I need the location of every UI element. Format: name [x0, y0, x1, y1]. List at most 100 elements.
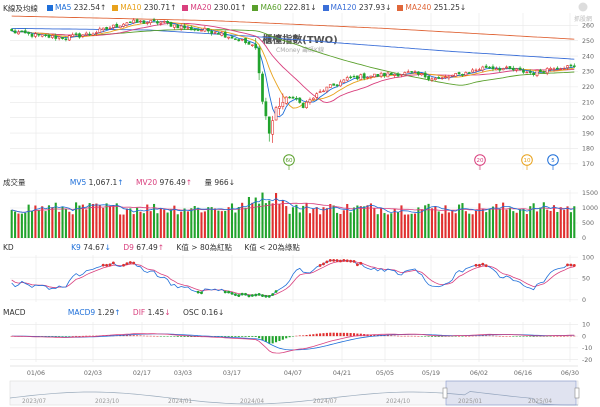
navigator-handle-left[interactable] — [442, 387, 448, 399]
volume-bar — [325, 208, 328, 238]
ma-legend-ma5[interactable]: MA5 232.54↑ — [47, 3, 106, 12]
volume-bar — [44, 211, 47, 238]
osc-bar — [291, 336, 295, 337]
volume-bar — [261, 192, 264, 238]
ma-legend-ma240[interactable]: MA240 251.25↓ — [397, 3, 466, 12]
kd-high-dot — [318, 264, 322, 267]
candle-body — [437, 77, 441, 79]
x-tick-label: 06/16 — [514, 370, 532, 377]
osc-bar — [532, 336, 535, 337]
price-tick-label: 240 — [582, 53, 594, 60]
volume-bar — [390, 213, 393, 238]
kd-low-dot — [247, 294, 251, 298]
volume-bar — [336, 212, 339, 238]
candle-body — [278, 106, 281, 109]
candle-body — [193, 28, 197, 31]
volume-bar — [14, 211, 17, 238]
ma-legend-ma10[interactable]: MA10 230.71↑ — [112, 3, 176, 12]
osc-bar — [420, 336, 423, 337]
osc-bar — [230, 336, 234, 337]
ma-legend-ma20[interactable]: MA20 230.01↑ — [182, 3, 246, 12]
candle-body — [101, 27, 105, 31]
ma-legend-ma60[interactable]: MA60 222.81↓ — [252, 3, 317, 12]
logo-icon — [578, 2, 588, 12]
candle-body — [542, 71, 546, 73]
candle-body — [406, 71, 410, 73]
osc-bar — [512, 336, 515, 337]
kd-low-dot — [254, 293, 258, 297]
checkbox-icon[interactable] — [112, 5, 119, 11]
navigator-label: 2025/04 — [528, 399, 552, 405]
volume-bar — [352, 207, 356, 238]
osc-bar — [251, 336, 254, 337]
osc-bar — [129, 335, 132, 337]
x-tick-label: 06/30 — [561, 370, 579, 377]
checkbox-icon[interactable] — [252, 5, 259, 11]
candle-body — [61, 37, 64, 39]
candle-body — [420, 73, 424, 76]
checkbox-icon[interactable] — [182, 5, 189, 11]
osc-bar — [393, 335, 396, 337]
osc-bar — [464, 335, 467, 337]
checkbox-icon[interactable] — [322, 5, 329, 11]
candle-body — [528, 71, 532, 73]
navigator-handle-right[interactable] — [574, 387, 580, 399]
kd-low-dot — [196, 290, 200, 294]
volume-bar — [54, 202, 57, 238]
ma-legend-ma120[interactable]: MA120 237.93↓ — [322, 3, 391, 12]
candle-body — [301, 103, 305, 108]
osc-bar — [488, 335, 491, 337]
osc-bar — [474, 335, 478, 337]
osc-bar — [241, 336, 244, 337]
candle-body — [261, 73, 264, 102]
osc-bar — [224, 336, 227, 337]
volume-bar — [132, 214, 135, 238]
vol-legend: 量 966↓ — [204, 178, 235, 187]
osc-bar — [339, 332, 342, 337]
osc-bar — [519, 336, 522, 337]
marker-label: 20 — [477, 158, 484, 164]
osc-bar — [336, 332, 339, 337]
candle-body — [254, 43, 258, 49]
kd-high-dot — [132, 261, 136, 265]
osc-bar — [491, 335, 495, 337]
ma240-line — [11, 15, 575, 40]
candle-body — [569, 64, 573, 67]
candle-body — [71, 34, 75, 37]
kd-high-dot — [478, 263, 481, 267]
kd-high-dot — [122, 263, 125, 267]
candle-body — [118, 25, 122, 29]
osc-bar — [173, 336, 176, 337]
osc-bar — [525, 336, 528, 337]
osc-bar — [302, 335, 305, 337]
candle-body — [572, 65, 576, 67]
logo-text: 抓股網 — [573, 16, 592, 23]
navigator-label: 2024/07 — [313, 399, 337, 405]
checkbox-icon[interactable] — [47, 5, 53, 11]
kd-high-dot — [359, 261, 363, 265]
volume-tick-label: 1500 — [582, 190, 598, 197]
checkbox-icon[interactable] — [397, 5, 404, 11]
volume-bar — [230, 203, 234, 238]
volume-bar — [10, 209, 13, 238]
volume-bar — [407, 214, 410, 238]
volume-bar — [512, 211, 515, 238]
volume-bar — [373, 208, 376, 238]
osc-bar — [58, 336, 61, 337]
volume-bar — [349, 212, 352, 238]
x-tick-label: 01/06 — [27, 370, 45, 377]
osc-bar — [461, 336, 464, 337]
volume-bar — [529, 206, 532, 238]
volume-bar — [102, 207, 105, 238]
osc-bar — [522, 336, 525, 337]
volume-bar — [58, 211, 61, 238]
volume-bar — [569, 212, 572, 238]
osc-bar — [271, 336, 274, 344]
volume-bar — [356, 205, 359, 238]
candle-body — [223, 31, 227, 38]
osc-bar — [78, 336, 81, 337]
macd-tick-label: 10 — [582, 322, 590, 329]
volume-bar — [485, 212, 488, 238]
volume-bar — [498, 209, 501, 238]
